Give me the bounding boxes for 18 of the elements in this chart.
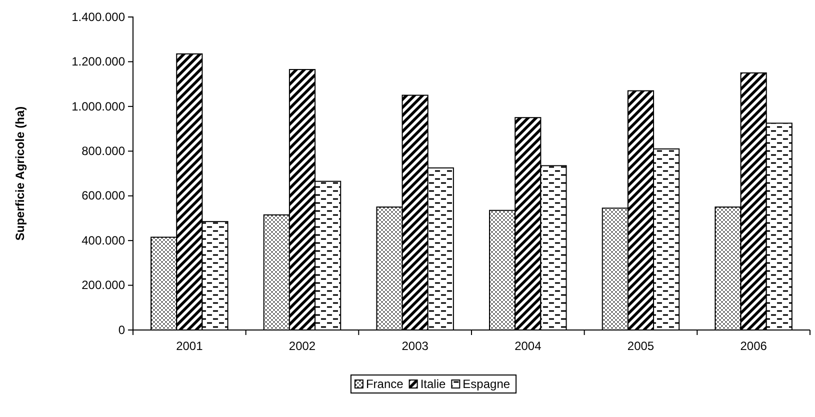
y-axis-title: Superficie Agricole (ha) <box>13 106 27 241</box>
y-tick-label: 800.000 <box>82 144 126 158</box>
x-tick-label: 2006 <box>740 339 768 353</box>
y-tick-label: 1.400.000 <box>72 10 126 24</box>
x-tick-label: 2004 <box>514 339 542 353</box>
legend-label: Italie <box>420 377 446 391</box>
y-tick-label: 400.000 <box>82 233 126 248</box>
legend-label: Espagne <box>462 377 510 391</box>
legend-label: France <box>366 377 404 391</box>
y-tick-label: 1.000.000 <box>72 99 126 114</box>
x-tick-label: 2001 <box>176 339 204 353</box>
x-tick-label: 2005 <box>627 339 654 353</box>
y-tick-label: 200.000 <box>82 278 126 292</box>
x-tick-label: 2003 <box>402 339 429 353</box>
y-tick-label: 0 <box>118 322 126 337</box>
x-tick-label: 2002 <box>288 339 316 353</box>
y-tick-label: 1.200.000 <box>72 54 126 69</box>
y-tick-label: 600.000 <box>82 188 126 203</box>
